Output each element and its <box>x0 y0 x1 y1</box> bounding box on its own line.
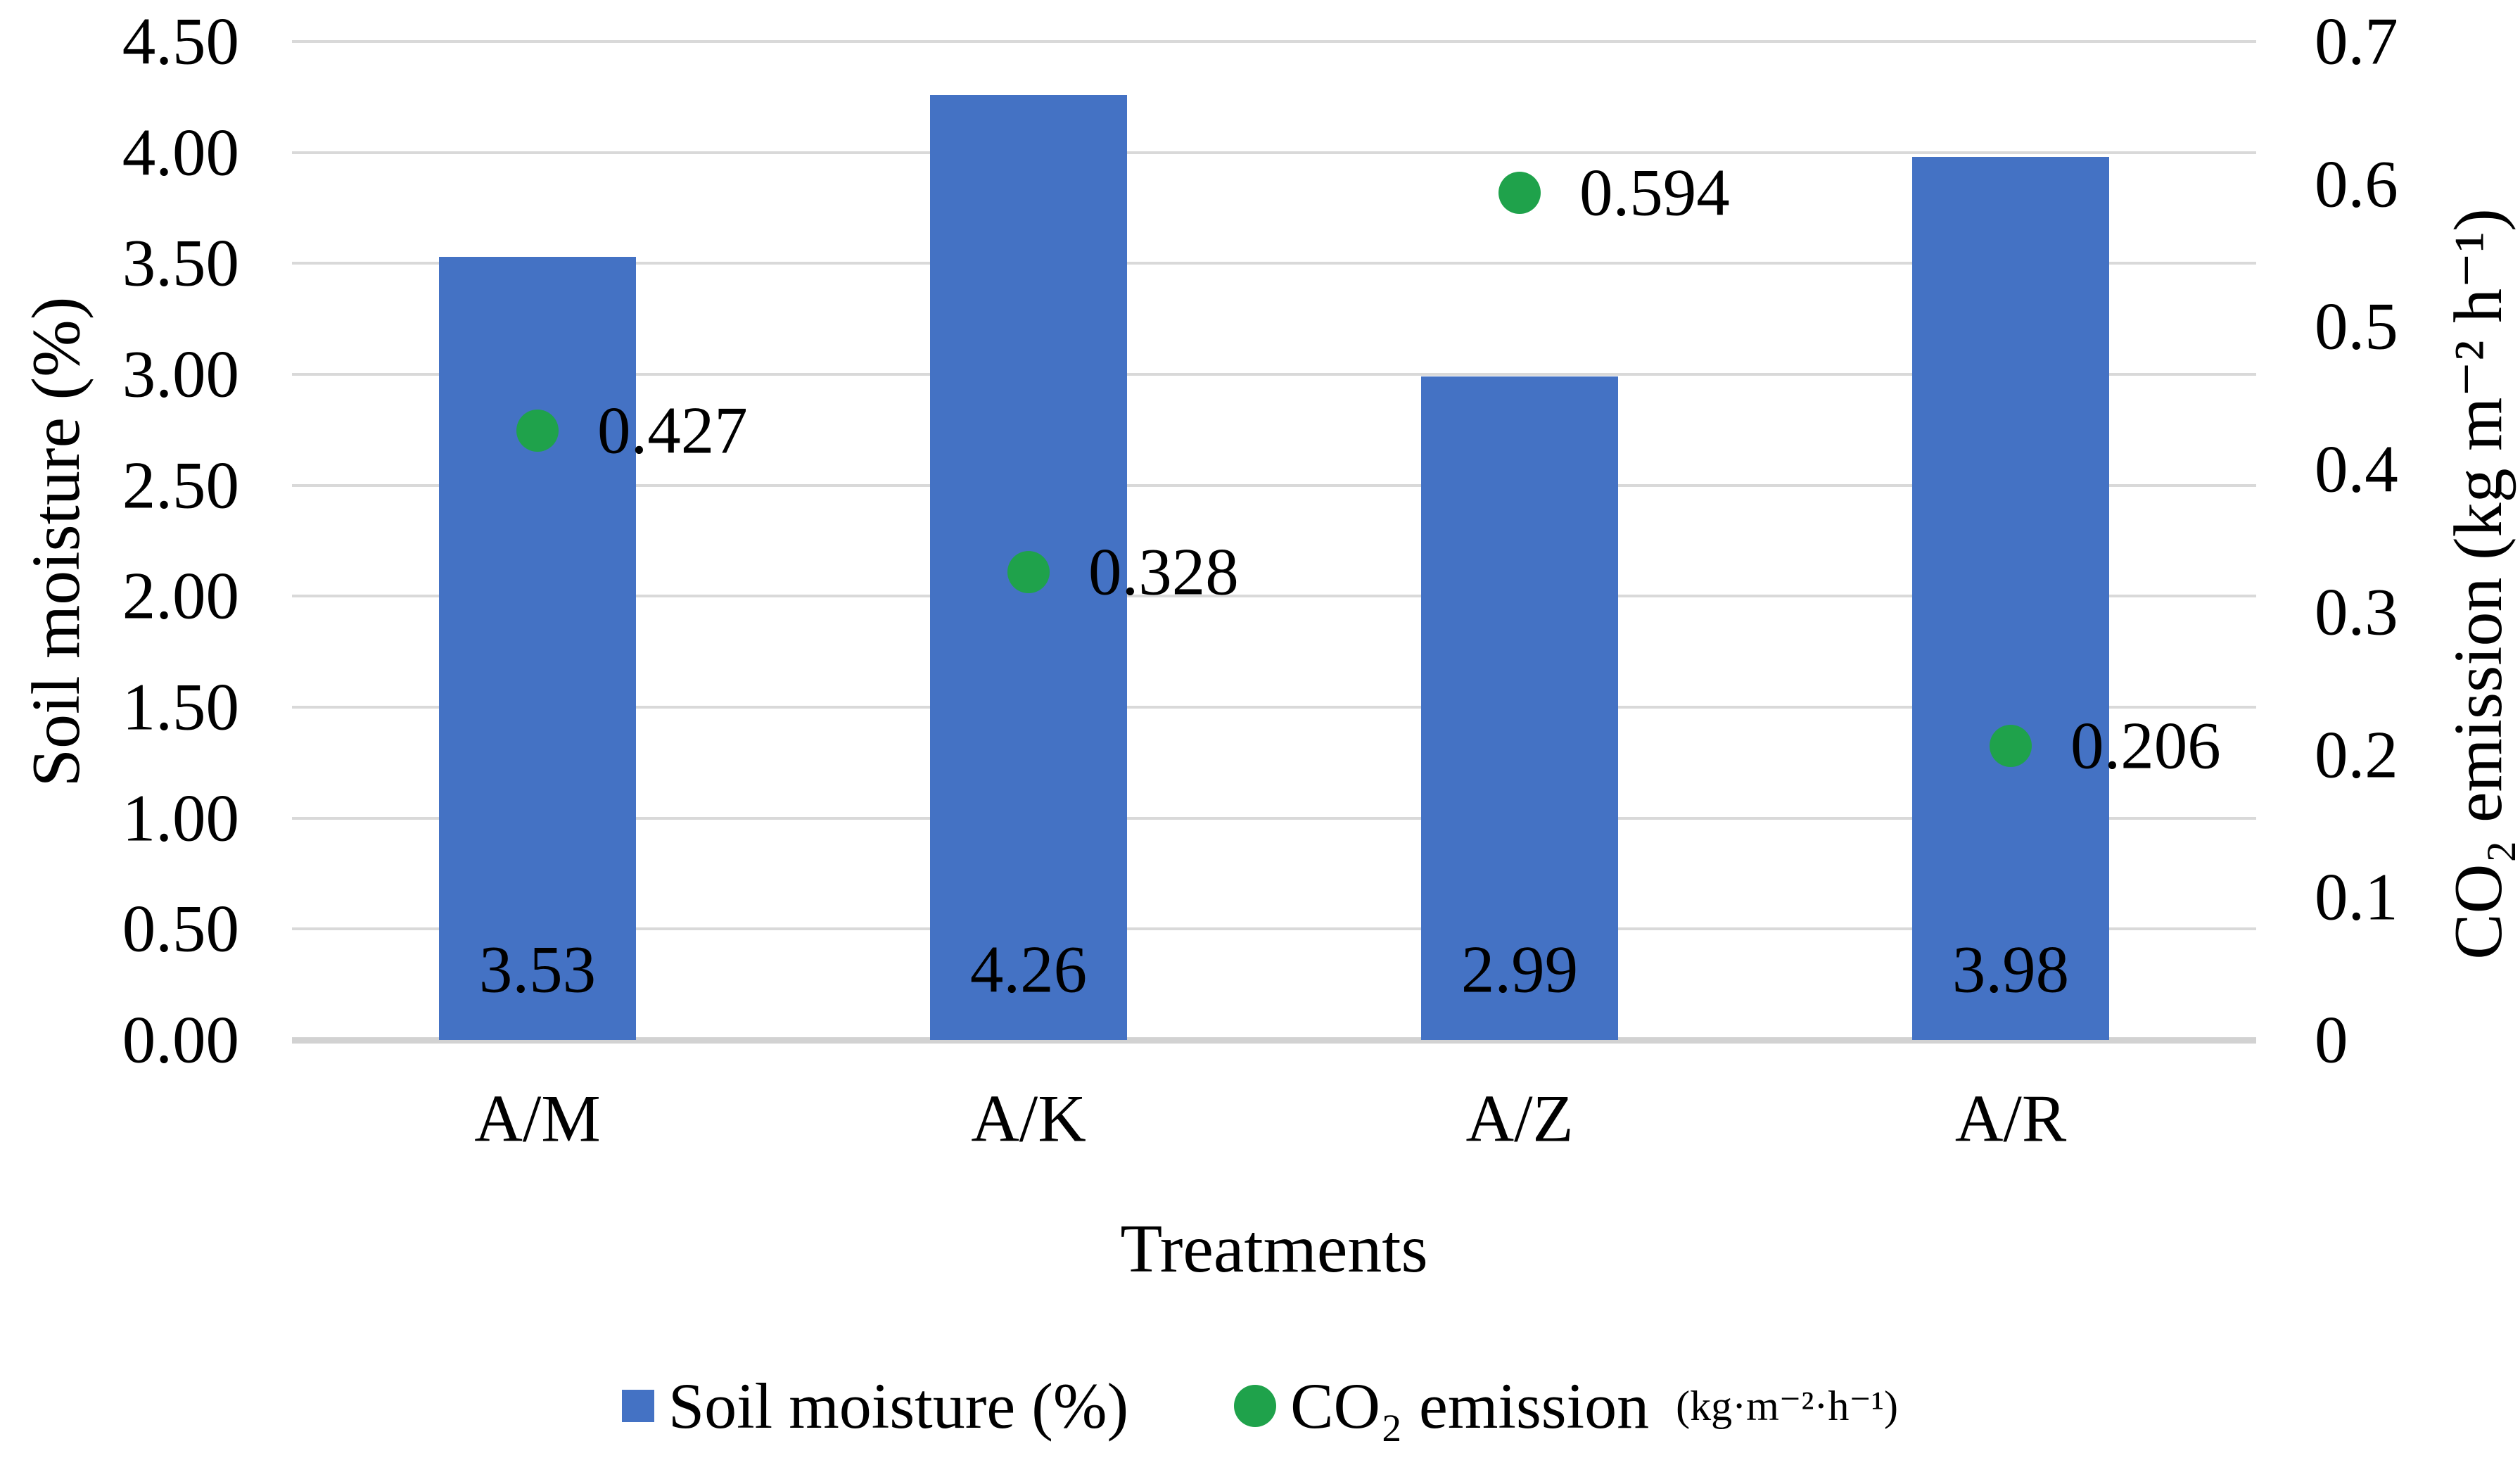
left-axis-tick-label: 3.50 <box>122 225 239 300</box>
bar-A/M <box>439 256 636 1040</box>
gridline-3.00 <box>292 373 2256 376</box>
co2-value-label-A/M: 0.427 <box>597 393 748 468</box>
gridline-2.50 <box>292 483 2256 487</box>
right-axis-tick-label: 0.6 <box>2315 146 2398 222</box>
left-axis-tick-label: 0.00 <box>122 1002 239 1077</box>
x-axis-title: Treatments <box>1120 1211 1428 1287</box>
co2-value-label-A/K: 0.328 <box>1088 534 1239 609</box>
co2-dot-A/K <box>1007 551 1050 594</box>
gridline-4.00 <box>292 151 2256 154</box>
gridline-4.50 <box>292 40 2256 43</box>
legend-item-soil-moisture: Soil moisture (%) <box>621 1370 1129 1442</box>
co2-emission-swatch-icon <box>1234 1385 1277 1427</box>
category-label-A/R: A/R <box>1954 1081 2067 1156</box>
category-label-A/K: A/K <box>971 1081 1086 1156</box>
left-axis-tick-label: 1.50 <box>122 669 239 744</box>
legend-label-soil-moisture: Soil moisture (%) <box>668 1370 1129 1442</box>
category-label-A/M: A/M <box>474 1081 601 1156</box>
left-axis-tick-label: 1.00 <box>122 780 239 856</box>
right-axis-tick-label: 0.2 <box>2315 717 2398 792</box>
left-axis-tick-label: 4.50 <box>122 4 239 79</box>
gridline-1.50 <box>292 706 2256 709</box>
soil-moisture-swatch-icon <box>621 1390 654 1422</box>
left-axis-tick-label: 4.00 <box>122 115 239 190</box>
legend-item-co2-emission: CO₂ emission (kg·m⁻²·h⁻¹) <box>1234 1374 1898 1438</box>
legend-unit-label: (kg·m⁻²·h⁻¹) <box>1676 1383 1899 1429</box>
left-axis-tick-label: 2.50 <box>122 448 239 523</box>
bar-value-label-A/M: 3.53 <box>478 932 597 1007</box>
co2-value-label-A/R: 0.206 <box>2070 708 2221 783</box>
right-axis-tick-label: 0 <box>2315 1002 2348 1077</box>
right-axis-tick-label: 0.3 <box>2315 574 2398 649</box>
co2-dot-A/M <box>516 410 559 452</box>
gridline-0.50 <box>292 927 2256 931</box>
bar-A/Z <box>1421 376 1618 1040</box>
left-axis-tick-label: 0.50 <box>122 891 239 966</box>
category-label-A/Z: A/Z <box>1465 1081 1574 1156</box>
left-axis-title: Soil moisture (%) <box>18 296 94 787</box>
legend-label-co2-emission: CO₂ emission <box>1290 1370 1650 1442</box>
right-axis-tick-label: 0.5 <box>2315 289 2398 364</box>
bar-value-label-A/R: 3.98 <box>1952 932 2070 1007</box>
x-axis-line <box>292 1037 2256 1044</box>
right-axis-tick-label: 0.4 <box>2315 431 2398 507</box>
right-axis-tick-label: 0.1 <box>2315 859 2398 934</box>
legend: Soil moisture (%) CO₂ emission (kg·m⁻²·h… <box>0 1374 2520 1438</box>
left-axis-tick-label: 3.00 <box>122 336 239 412</box>
co2-value-label-A/Z: 0.594 <box>1579 155 1730 230</box>
gridline-1.00 <box>292 816 2256 820</box>
gridline-2.00 <box>292 595 2256 598</box>
co2-dot-A/R <box>1990 725 2032 768</box>
right-axis-title: CO₂ emission (kg m⁻² h⁻¹) <box>2441 208 2516 960</box>
bar-value-label-A/K: 4.26 <box>969 932 1088 1007</box>
right-axis-tick-label: 0.7 <box>2315 4 2398 79</box>
bar-value-label-A/Z: 2.99 <box>1461 932 1579 1007</box>
co2-dot-A/Z <box>1498 171 1541 214</box>
gridline-3.50 <box>292 262 2256 265</box>
left-axis-tick-label: 2.00 <box>122 558 239 633</box>
bar-A/R <box>1912 156 2109 1040</box>
